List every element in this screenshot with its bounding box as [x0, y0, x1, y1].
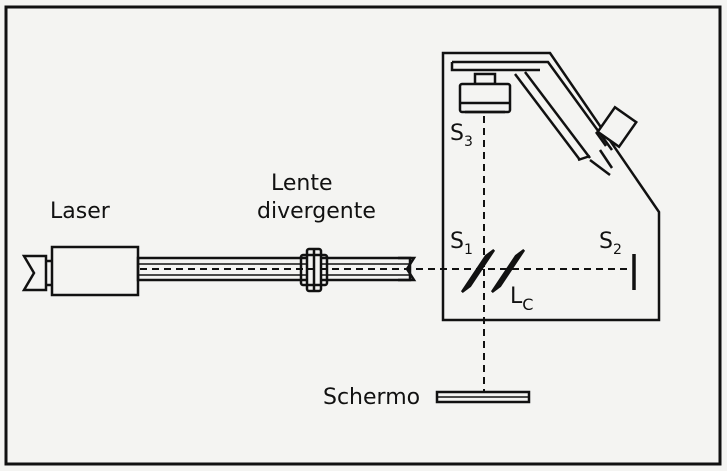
label-lc: LC	[510, 284, 533, 314]
compensator-lc	[490, 249, 526, 293]
interferometer-housing	[441, 51, 661, 322]
label-s2: S2	[599, 229, 622, 258]
laser-label: Laser	[50, 199, 111, 224]
outer-frame	[4, 5, 722, 466]
screen	[435, 390, 531, 404]
label-s2-sub: 2	[613, 242, 622, 258]
label-s3: S3	[450, 121, 473, 150]
label-s1: S1	[450, 229, 473, 258]
label-s1-sub: 1	[464, 242, 473, 258]
mirror-s3-mount	[458, 72, 512, 114]
label-s3-sub: 3	[464, 134, 473, 150]
s3-adjustment-linkage	[450, 60, 638, 176]
laser-end-cap	[21, 254, 48, 292]
beam-splitter-s1	[460, 249, 496, 293]
label-lc-sub: C	[522, 295, 533, 314]
beam-paths	[140, 116, 630, 392]
adjustment-knob	[596, 105, 638, 149]
laser-assembly	[21, 245, 140, 297]
lens-label-line2: divergente	[257, 199, 376, 224]
lens-label-line1: Lente	[271, 171, 333, 196]
laser-body	[50, 245, 140, 297]
screen-label: Schermo	[323, 385, 420, 410]
